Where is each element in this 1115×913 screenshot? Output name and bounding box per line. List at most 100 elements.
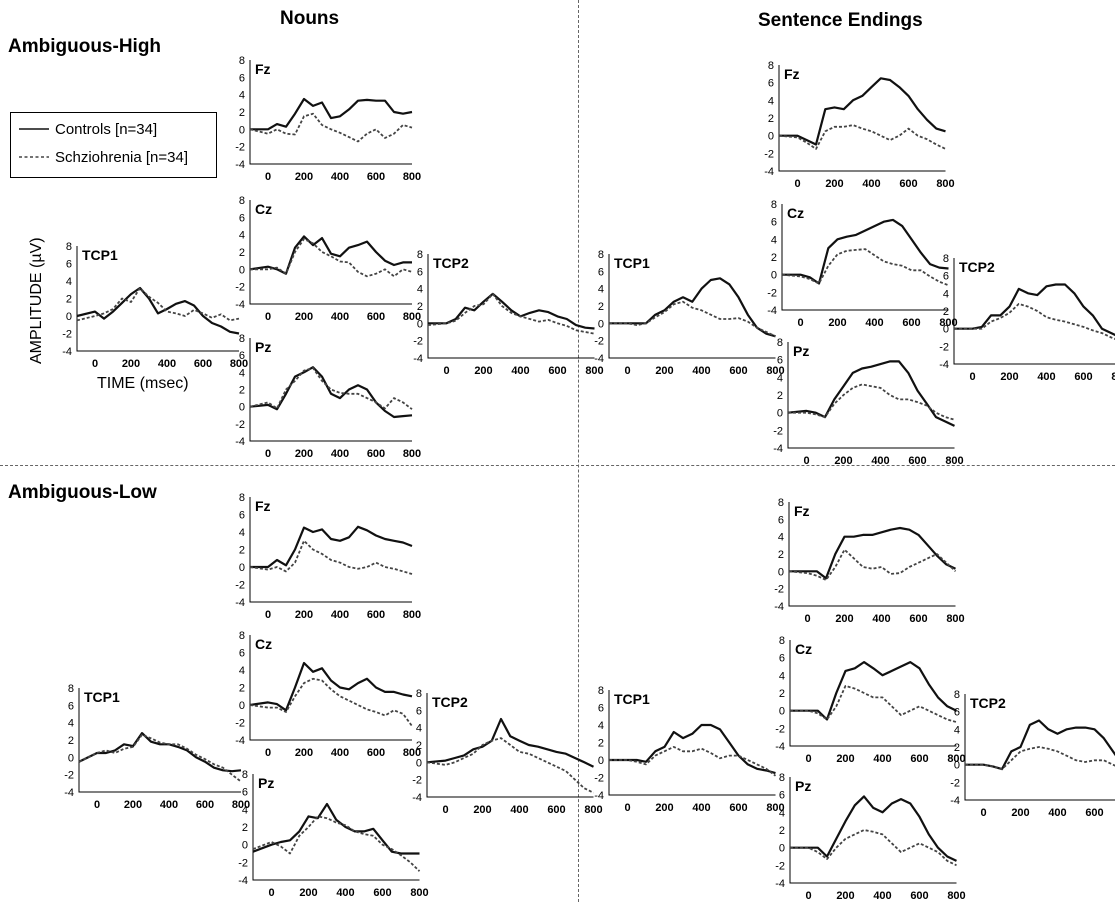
y-tick-label: 8 (778, 635, 784, 647)
y-tick-label: 8 (597, 685, 603, 697)
y-tick-label: 2 (68, 735, 74, 747)
series-line-schizophrenia (965, 747, 1115, 774)
x-tick-label: 800 (946, 613, 964, 625)
y-tick-label: 4 (239, 90, 245, 102)
y-tick-label: -4 (235, 436, 245, 448)
panel-title: TCP1 (82, 247, 118, 263)
y-tick-label: 2 (597, 301, 603, 313)
series-line-controls (250, 663, 412, 710)
legend-label-controls: Controls [n=34] (55, 121, 157, 138)
x-tick-label: 200 (828, 317, 846, 329)
panel-title: Cz (787, 205, 804, 221)
y-tick-label: 0 (778, 843, 784, 855)
y-tick-label: -2 (773, 425, 783, 437)
y-tick-label: 8 (68, 683, 74, 695)
axis-frame (250, 60, 412, 164)
y-tick-label: 2 (767, 113, 773, 125)
x-tick-label: 800 (230, 358, 248, 370)
y-tick-label: 8 (66, 241, 72, 253)
y-tick-label: 0 (66, 311, 72, 323)
x-tick-label: 200 (834, 455, 852, 467)
y-tick-label: 6 (953, 707, 959, 719)
x-tick-label: 400 (511, 365, 529, 377)
x-tick-label: 400 (510, 804, 528, 816)
x-tick-label: 600 (547, 804, 565, 816)
x-tick-label: 0 (265, 311, 271, 323)
x-tick-label: 600 (548, 365, 566, 377)
x-tick-label: 200 (122, 358, 140, 370)
y-tick-label: -4 (939, 359, 949, 371)
x-tick-label: 600 (373, 887, 391, 899)
series-line-schizophrenia (789, 550, 956, 580)
x-tick-label: 0 (443, 365, 449, 377)
x-tick-label: 400 (865, 317, 883, 329)
row-title-ambiguous-high: Ambiguous-High (8, 36, 161, 58)
y-tick-label: 0 (953, 760, 959, 772)
x-tick-label: 0 (805, 890, 811, 902)
series-line-schizophrenia (250, 679, 412, 726)
series-line-controls (250, 236, 412, 273)
y-tick-label: -4 (774, 601, 784, 613)
y-tick-label: 8 (777, 497, 783, 509)
x-tick-label: 200 (835, 613, 853, 625)
panel-title: TCP1 (84, 689, 120, 705)
x-tick-label: 400 (862, 178, 880, 190)
y-tick-label: -2 (594, 773, 604, 785)
y-tick-label: 4 (767, 95, 773, 107)
y-tick-label: -2 (939, 341, 949, 353)
x-tick-label: 600 (367, 609, 385, 621)
y-tick-label: 8 (239, 195, 245, 207)
row-title-ambiguous-low: Ambiguous-Low (8, 482, 157, 504)
panel-title: Cz (795, 641, 812, 657)
y-tick-label: 0 (239, 402, 245, 414)
x-tick-label: 800 (403, 609, 421, 621)
y-tick-label: 2 (776, 390, 782, 402)
x-tick-label: 600 (367, 171, 385, 183)
panel-title: TCP1 (614, 691, 650, 707)
x-tick-label: 0 (265, 747, 271, 759)
series-line-controls (250, 99, 412, 129)
y-tick-label: 6 (66, 259, 72, 271)
y-tick-label: 2 (953, 742, 959, 754)
y-tick-label: 0 (415, 757, 421, 769)
x-tick-label: 600 (910, 890, 928, 902)
x-tick-label: 400 (692, 802, 710, 814)
x-tick-label: 0 (805, 753, 811, 765)
x-tick-label: 600 (908, 455, 926, 467)
x-tick-label: 400 (871, 455, 889, 467)
y-tick-label: 6 (597, 703, 603, 715)
y-tick-label: 0 (776, 408, 782, 420)
x-tick-label: 400 (692, 365, 710, 377)
y-tick-label: -2 (412, 775, 422, 787)
legend: Controls [n=34] Schziohrenia [n=34] (10, 112, 217, 178)
y-tick-label: 4 (68, 718, 74, 730)
y-tick-label: 8 (767, 60, 773, 72)
x-tick-label: 600 (367, 448, 385, 460)
y-tick-label: 4 (597, 720, 603, 732)
y-tick-label: 2 (597, 738, 603, 750)
y-tick-label: 6 (942, 271, 948, 283)
x-tick-label: 800 (1111, 371, 1115, 383)
y-tick-label: 8 (239, 55, 245, 67)
x-tick-label: 0 (92, 358, 98, 370)
x-tick-label: 400 (336, 887, 354, 899)
y-tick-label: 2 (239, 385, 245, 397)
x-tick-label: 0 (265, 171, 271, 183)
y-tick-label: 4 (239, 527, 245, 539)
x-tick-label: 200 (299, 887, 317, 899)
x-tick-label: 800 (232, 799, 250, 811)
y-tick-label: -4 (64, 787, 74, 799)
x-tick-label: 0 (804, 613, 810, 625)
y-tick-label: -2 (235, 142, 245, 154)
x-tick-label: 0 (94, 799, 100, 811)
x-tick-label: 600 (1085, 807, 1103, 819)
y-tick-label: 6 (239, 510, 245, 522)
x-tick-label: 400 (160, 799, 178, 811)
panel-title: Fz (794, 503, 810, 519)
y-tick-label: 6 (416, 266, 422, 278)
